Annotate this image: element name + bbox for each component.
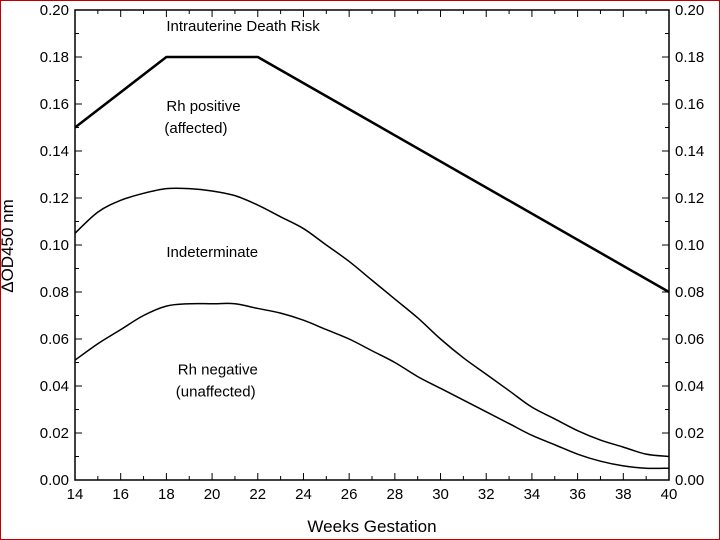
series-line-3 [74,302,670,470]
series-lines [74,55,670,470]
y-tick-label-right: 0.08 [675,284,704,301]
annotation-line: Rh positive [166,98,240,115]
y-tick-label-left: 0.08 [40,284,69,301]
series-line-1 [74,55,670,294]
x-tick-label: 24 [295,486,312,503]
x-tick-label: 16 [112,486,129,503]
x-tick-label: 40 [661,486,678,503]
plot-frame [74,9,670,481]
x-tick-label: 38 [615,486,632,503]
tick-labels: 14 16 18 20 22 24 26 28 30 32 34 36 38 400.00 0.000.02… [40,2,704,503]
series-line-2 [74,187,670,458]
annotation-4: Rh negative (unaffected) [176,361,258,400]
y-tick-label-right: 0.14 [675,143,704,160]
x-axis-title: Weeks Gestation [307,517,436,536]
y-tick-label-right: 0.00 [675,472,704,489]
y-tick-label-left: 0.20 [40,2,69,19]
y-tick-label-right: 0.04 [675,378,704,395]
x-tick-label: 20 [204,486,221,503]
x-tick-label: 36 [569,486,586,503]
x-tick-label: 32 [478,486,495,503]
y-tick-label-right: 0.12 [675,190,704,207]
annotation-2: Rh positive (affected) [164,98,240,137]
y-tick-label-right: 0.06 [675,331,704,348]
y-axis-title: ΔOD450 nm [0,199,17,293]
y-tick-label-left: 0.02 [40,425,69,442]
y-tick-label-right: 0.02 [675,425,704,442]
y-tick-label-right: 0.18 [675,49,704,66]
y-tick-label-left: 0.00 [40,472,69,489]
y-tick-label-left: 0.04 [40,378,69,395]
y-tick-label-right: 0.10 [675,237,704,254]
axes [74,9,670,481]
annotation-line: (unaffected) [176,383,256,400]
y-tick-label-right: 0.16 [675,96,704,113]
y-tick-label-left: 0.14 [40,143,69,160]
x-tick-label: 26 [341,486,358,503]
x-tick-label: 14 [67,486,84,503]
x-tick-label: 18 [158,486,175,503]
annotation-1: Intrauterine Death Risk [166,18,320,35]
annotation-line: Indeterminate [166,244,258,261]
x-tick-label: 34 [524,486,541,503]
ticks [74,9,670,481]
y-tick-label-left: 0.10 [40,237,69,254]
annotation-line: Rh negative [178,361,258,378]
annotations: Intrauterine Death Risk Rh positive (affec… [164,18,320,400]
annotation-3: Indeterminate [166,244,258,261]
y-tick-label-left: 0.06 [40,331,69,348]
y-tick-label-left: 0.18 [40,49,69,66]
annotation-line: Intrauterine Death Risk [166,18,320,35]
y-tick-label-left: 0.12 [40,190,69,207]
annotation-line: (affected) [164,120,227,137]
x-tick-label: 28 [387,486,404,503]
x-tick-label: 22 [249,486,266,503]
y-tick-label-right: 0.20 [675,2,704,19]
y-tick-label-left: 0.16 [40,96,69,113]
x-tick-label: 30 [432,486,449,503]
